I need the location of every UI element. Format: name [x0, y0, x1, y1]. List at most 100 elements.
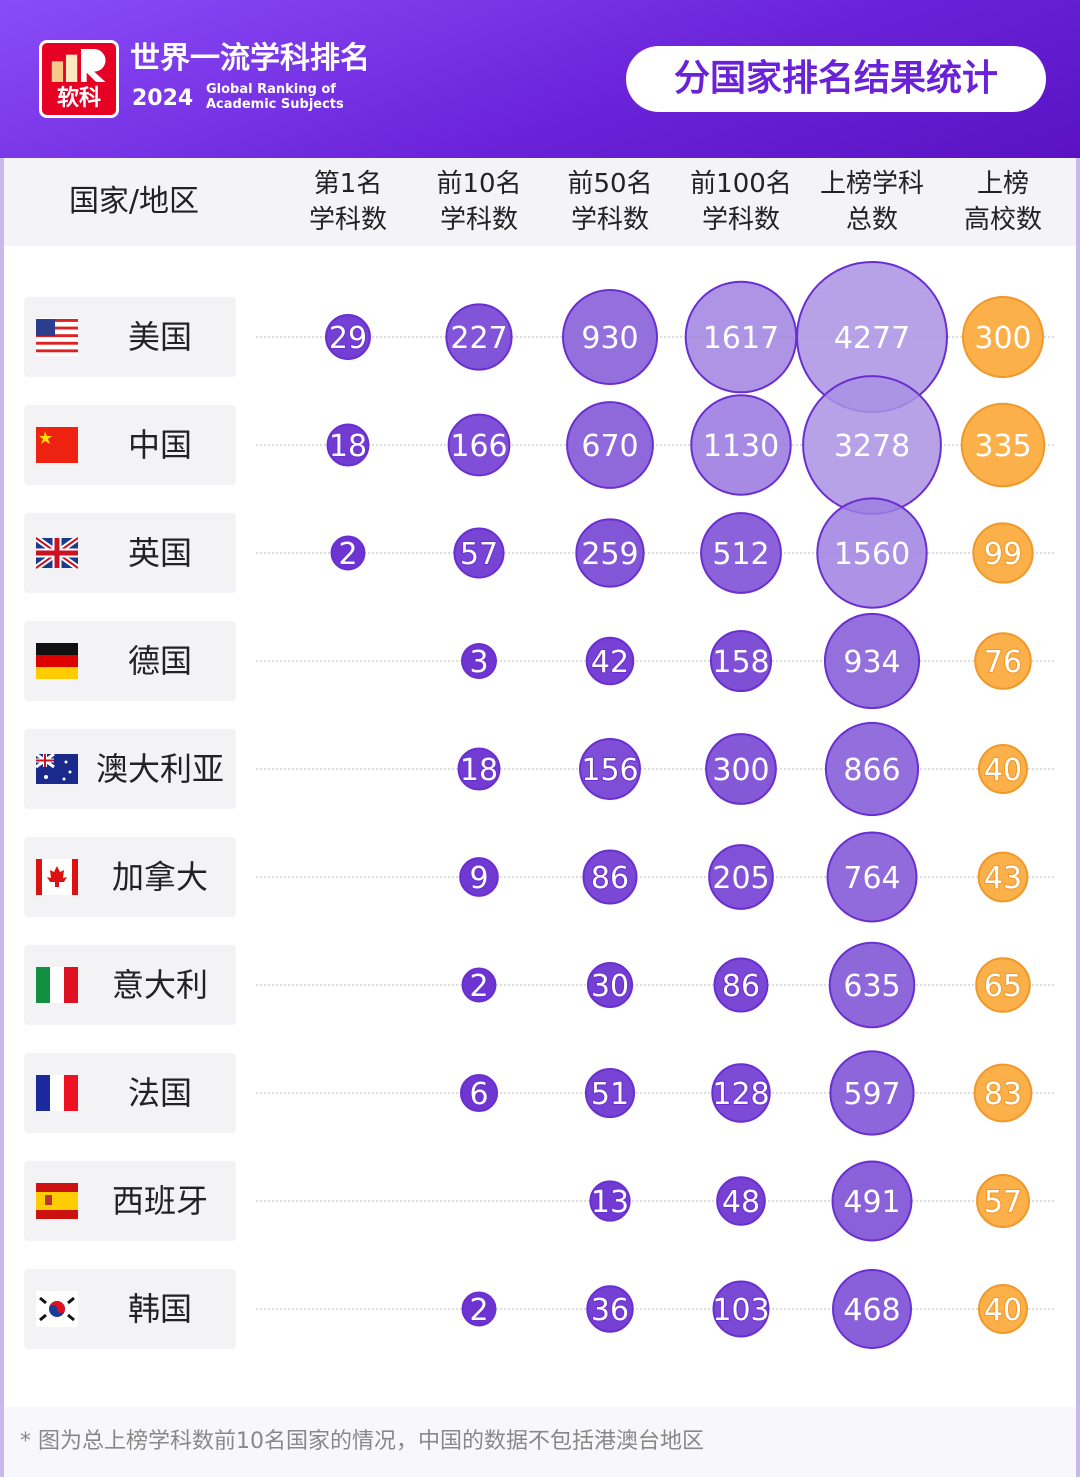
- bubble-label: 83: [984, 1077, 1022, 1112]
- bubble: [584, 1067, 636, 1119]
- bubble-circle: [712, 1280, 770, 1338]
- bubble-label: 13: [591, 1185, 629, 1220]
- bubble-circle: [828, 941, 916, 1029]
- bubble-label: 335: [974, 429, 1031, 464]
- bubble-circle: [700, 512, 782, 594]
- bubble-label: 42: [591, 645, 629, 680]
- flag-ca-icon: [36, 859, 78, 895]
- bubble: [829, 1050, 915, 1136]
- bubble: [447, 413, 511, 477]
- bubble-circle: [816, 497, 928, 609]
- bubble-circle: [713, 957, 769, 1013]
- bubble-label: 57: [984, 1185, 1022, 1220]
- bubble-label: 3278: [834, 429, 910, 464]
- bubble-label: 18: [460, 753, 498, 788]
- bubble-label: 128: [712, 1077, 769, 1112]
- section-badge: 分国家排名结果统计: [626, 46, 1046, 112]
- bubble-label: 1560: [834, 537, 910, 572]
- bubble-label: 512: [712, 537, 769, 572]
- bubble-label: 156: [581, 753, 638, 788]
- bubble-circle: [325, 314, 371, 360]
- country-label: 意大利: [24, 945, 236, 1025]
- bubble: [705, 733, 777, 805]
- bubble-label: 48: [722, 1185, 760, 1220]
- country-name: 中国: [127, 426, 192, 464]
- column-header: 前100名 学科数: [690, 169, 792, 235]
- bubble-circle: [330, 535, 366, 571]
- bubble: [828, 941, 916, 1029]
- bubble-circle: [974, 632, 1032, 690]
- bubble: [712, 1280, 770, 1338]
- bubble: [330, 535, 366, 571]
- logo-bars-icon: [51, 49, 106, 82]
- footnote: * 图为总上榜学科数前10名国家的情况，中国的数据不包括港澳台地区: [4, 1407, 1076, 1477]
- country-name: 英国: [127, 534, 192, 572]
- bubble-circle: [457, 747, 501, 791]
- bubble: [823, 612, 921, 710]
- bubble-label: 3: [469, 645, 488, 680]
- country-name: 法国: [127, 1074, 192, 1112]
- flag-es-icon: [36, 1183, 78, 1219]
- bubble: [326, 423, 370, 467]
- bubble-label: 86: [722, 969, 760, 1004]
- bubble-label: 30: [591, 969, 629, 1004]
- bubble-label: 43: [984, 861, 1022, 896]
- table-header: 国家/地区 第1名 学科数 前10名 学科数 前50名 学科数 前100名 学科数 上榜…: [4, 158, 1076, 246]
- bubble-label: 2: [469, 969, 488, 1004]
- bubble: [962, 296, 1044, 378]
- bubble: [586, 1285, 634, 1333]
- bubble-circle: [453, 527, 505, 579]
- bubble: [325, 314, 371, 360]
- bubble: [972, 522, 1034, 584]
- bubble-circle: [566, 401, 654, 489]
- bubble-circle: [589, 1180, 631, 1222]
- bubble: [816, 497, 928, 609]
- bubble-label: 764: [843, 861, 900, 896]
- country-name: 意大利: [111, 966, 208, 1004]
- bubble-label: 40: [984, 1293, 1022, 1328]
- column-header: 上榜学科 总数: [819, 169, 924, 235]
- bubble-label: 597: [843, 1077, 900, 1112]
- flag-au-icon: [36, 752, 78, 784]
- logo: 软科: [39, 40, 119, 118]
- bubble: [690, 394, 792, 496]
- flag-fr-icon: [36, 1075, 78, 1111]
- bubble: [459, 857, 499, 897]
- bubble-label: 1617: [703, 321, 779, 356]
- column-header: 前50名 学科数: [567, 169, 653, 235]
- country-name: 德国: [127, 642, 192, 680]
- bubble-circle: [579, 738, 641, 800]
- header: 软科 世界一流学科排名 2024 Global Ranking of Acade…: [0, 0, 1080, 158]
- bubble: [960, 402, 1046, 488]
- bubble: [566, 401, 654, 489]
- flag-de-icon: [36, 643, 78, 679]
- bubble-circle: [445, 303, 513, 371]
- country-label: 韩国: [24, 1269, 236, 1349]
- flag-it-icon: [36, 967, 78, 1003]
- bubble-label: 2: [469, 1293, 488, 1328]
- bubble: [579, 738, 641, 800]
- bubble: [589, 1180, 631, 1222]
- bubble: [977, 743, 1029, 795]
- country-label: 德国: [24, 621, 236, 701]
- bubble-label: 205: [712, 861, 769, 896]
- bubble-circle: [976, 1174, 1030, 1228]
- bubble-circle: [690, 394, 792, 496]
- bubble-label: 6: [469, 1077, 488, 1112]
- bubble-label: 76: [984, 645, 1022, 680]
- bubble: [977, 1283, 1029, 1335]
- bubble-label: 259: [581, 537, 638, 572]
- bubble-label: 103: [712, 1293, 769, 1328]
- bubble: [974, 632, 1032, 690]
- bubble-circle: [459, 1073, 499, 1113]
- bubble: [459, 1073, 499, 1113]
- bubble-circle: [575, 518, 645, 588]
- bubble-circle: [973, 1063, 1033, 1123]
- column-header: 上榜 高校数: [963, 169, 1042, 235]
- bubble-label: 29: [329, 321, 367, 356]
- bubble: [716, 1176, 766, 1226]
- title-en: Global Ranking of Academic Subjects: [206, 82, 344, 112]
- bubble-label: 227: [450, 321, 507, 356]
- bubble-label: 866: [843, 753, 900, 788]
- bubble: [586, 961, 634, 1009]
